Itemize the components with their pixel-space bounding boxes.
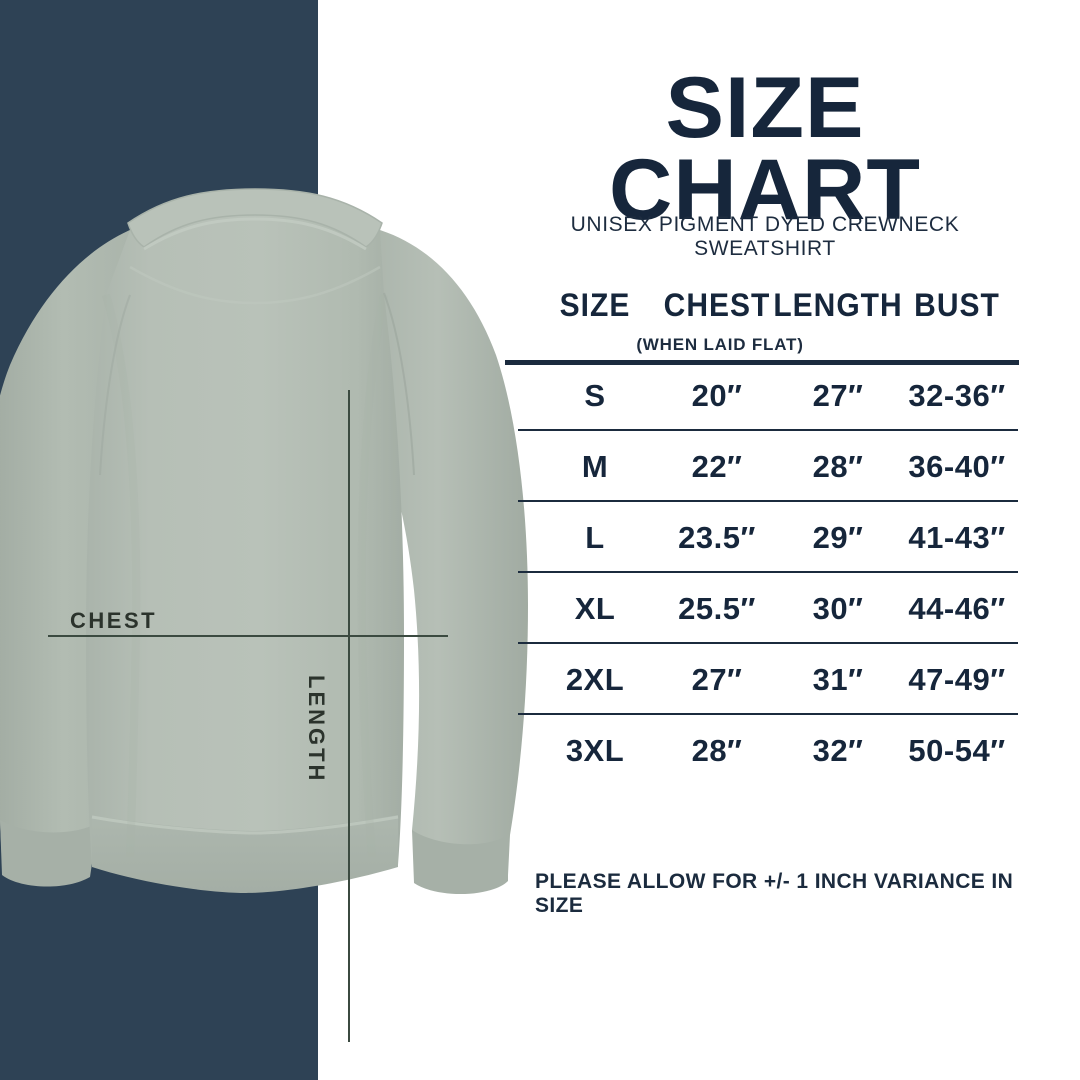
page-title: SIZE CHART <box>608 60 922 238</box>
cell-length: 29″ <box>812 519 864 555</box>
row-divider <box>518 429 1018 431</box>
size-chart-panel: SIZE CHART UNISEX PIGMENT DYED CREWNECK … <box>505 0 1080 1080</box>
table-header-row: SIZE CHEST LENGTH BUST (WHEN LAID FLAT) <box>505 288 1025 365</box>
cell-length: 30″ <box>812 590 864 626</box>
cell-chest: 20″ <box>691 377 743 413</box>
cell-size: 2XL <box>565 661 625 697</box>
chest-subnote: (WHEN LAID FLAT) <box>636 335 804 354</box>
table-row: XL 25.5″ 30″ 44-46″ <box>505 573 1025 644</box>
row-divider <box>518 713 1018 715</box>
length-measurement-label: LENGTH <box>304 675 329 784</box>
cell-chest: 27″ <box>691 661 743 697</box>
cell-size: 3XL <box>565 732 625 768</box>
product-subtitle: UNISEX PIGMENT DYED CREWNECK SWEATSHIRT <box>570 213 960 260</box>
cell-bust: 47-49″ <box>908 661 1006 697</box>
size-table: SIZE CHEST LENGTH BUST (WHEN LAID FLAT) … <box>505 288 1025 786</box>
cell-bust: 50-54″ <box>908 732 1006 768</box>
row-divider <box>518 500 1018 502</box>
column-header-chest: CHEST <box>663 288 771 324</box>
cell-bust: 41-43″ <box>908 519 1006 555</box>
table-row: M 22″ 28″ 36-40″ <box>505 431 1025 502</box>
column-header-bust: BUST <box>914 288 1000 324</box>
cell-length: 32″ <box>812 732 864 768</box>
chest-measurement-label: CHEST <box>70 608 158 633</box>
variance-note: PLEASE ALLOW FOR +/- 1 INCH VARIANCE IN … <box>535 870 1014 917</box>
cell-length: 27″ <box>812 377 864 413</box>
cell-bust: 32-36″ <box>908 377 1006 413</box>
cell-length: 28″ <box>812 448 864 484</box>
cell-length: 31″ <box>812 661 864 697</box>
table-row: 2XL 27″ 31″ 47-49″ <box>505 644 1025 715</box>
table-row: 3XL 28″ 32″ 50-54″ <box>505 715 1025 786</box>
cell-chest: 28″ <box>691 732 743 768</box>
cell-chest: 22″ <box>691 448 743 484</box>
sweatshirt-photo: CHEST LENGTH <box>0 175 540 1042</box>
cell-chest: 25.5″ <box>678 590 756 626</box>
cell-bust: 36-40″ <box>908 448 1006 484</box>
cell-size: M <box>581 448 609 484</box>
row-divider <box>518 571 1018 573</box>
chest-measurement-line <box>48 635 448 637</box>
cell-size: L <box>585 519 605 555</box>
cell-bust: 44-46″ <box>908 590 1006 626</box>
length-measurement-line <box>348 390 350 1042</box>
cell-size: S <box>584 377 606 413</box>
column-header-length: LENGTH <box>773 288 903 324</box>
cell-size: XL <box>574 590 616 626</box>
cell-chest: 23.5″ <box>678 519 756 555</box>
table-row: L 23.5″ 29″ 41-43″ <box>505 502 1025 573</box>
column-header-size: SIZE <box>559 288 631 324</box>
header-rule <box>505 360 1019 365</box>
row-divider <box>518 642 1018 644</box>
table-row: S 20″ 27″ 32-36″ <box>505 360 1025 431</box>
